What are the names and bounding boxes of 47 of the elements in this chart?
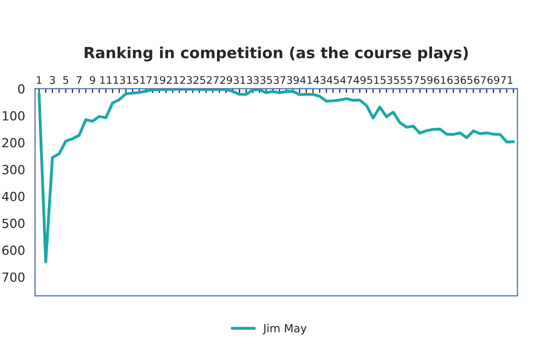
x-tick-label: 49	[354, 76, 366, 84]
y-tick-label: 400	[2, 192, 24, 202]
x-tick-label: 27	[206, 76, 218, 84]
x-tick-label: 51	[367, 76, 379, 84]
x-tick-label: 13	[114, 76, 126, 84]
x-tick-label: 7	[76, 76, 82, 84]
x-tick-label: 59	[420, 76, 432, 84]
x-tick-label: 71	[500, 76, 512, 84]
x-tick-label: 11	[100, 76, 112, 84]
y-tick-label: 200	[2, 138, 24, 148]
x-tick-label: 1	[36, 76, 42, 84]
x-tick-label: 23	[180, 76, 192, 84]
x-tick-label: 67	[474, 76, 486, 84]
y-tick-label: 300	[2, 164, 24, 174]
x-tick-label: 53	[380, 76, 392, 84]
x-tick-label: 39	[287, 76, 299, 84]
x-tick-label: 19	[154, 76, 166, 84]
x-tick-label: 3	[50, 76, 55, 84]
x-tick-label: 9	[90, 76, 96, 84]
line-series	[38, 88, 515, 264]
y-tick-label: 500	[2, 218, 24, 228]
y-tick-label: 0	[18, 84, 24, 94]
x-tick-label: 29	[220, 76, 232, 84]
x-tick-label: 37	[274, 76, 286, 84]
x-tick-label: 47	[340, 76, 352, 84]
x-tick-label: 45	[326, 76, 339, 84]
legend-label: Jim May	[262, 324, 307, 335]
x-tick-label: 5	[63, 76, 68, 84]
x-tick-label: 55	[394, 76, 406, 84]
x-tick-label: 31	[234, 76, 246, 84]
x-tick-label: 25	[194, 76, 206, 84]
y-tick-label: 700	[2, 272, 24, 282]
x-tick-label: 21	[166, 76, 178, 84]
y-tick-label: 100	[2, 111, 24, 121]
x-tick-label: 63	[447, 76, 460, 84]
x-tick-label: 61	[434, 76, 446, 84]
x-tick-label: 35	[260, 76, 272, 84]
x-tick-label: 69	[487, 76, 500, 84]
x-tick-label: 57	[407, 76, 419, 84]
y-tick-label: 600	[2, 246, 24, 256]
x-tick-label: 41	[300, 76, 312, 84]
x-tick-label: 15	[127, 76, 138, 84]
chart-title: Ranking in competition (as the course plays)	[84, 46, 468, 62]
x-tick-label: 65	[460, 76, 472, 84]
x-tick-label: 33	[247, 76, 259, 84]
x-tick-label: 17	[140, 76, 152, 84]
x-tick-label: 43	[314, 76, 326, 84]
